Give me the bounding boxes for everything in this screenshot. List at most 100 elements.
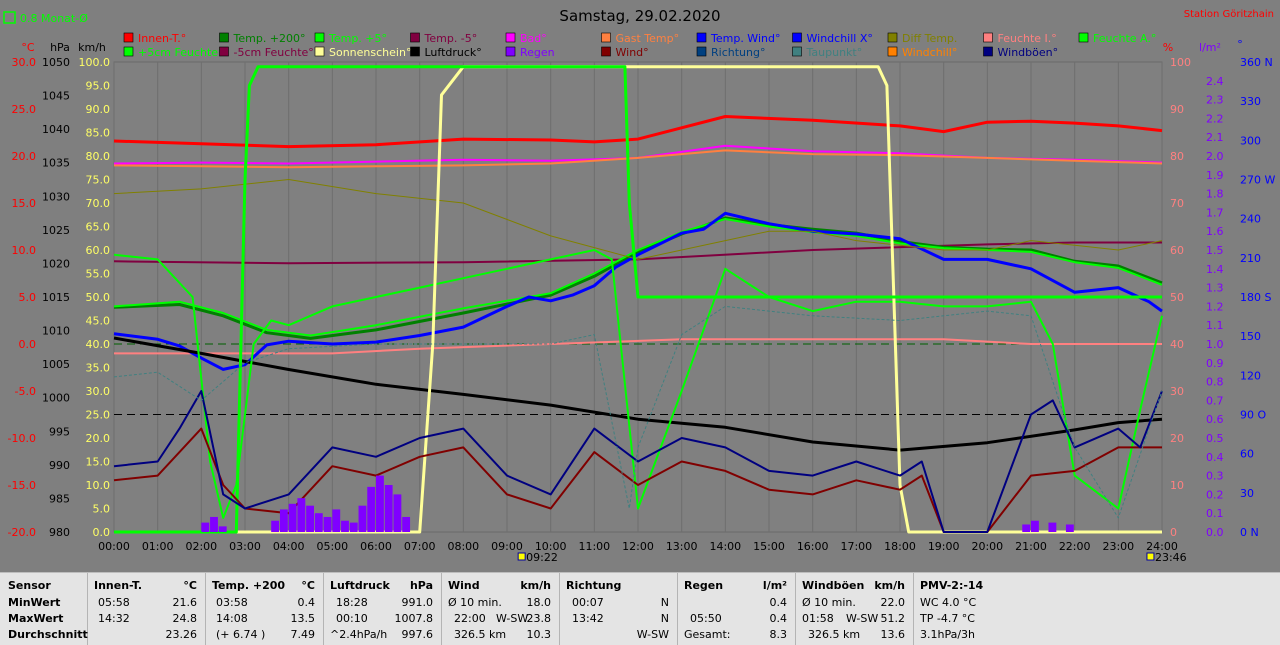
pressure-axis-tick: 1050 (42, 56, 70, 69)
wind-axis-tick: 80.0 (86, 150, 111, 163)
legend-label: Bad° (520, 32, 547, 45)
chart-title: Samstag, 29.02.2020 (559, 7, 720, 25)
x-axis-tick: 05:00 (316, 540, 348, 553)
rain-axis-tick: 0.7 (1206, 394, 1224, 407)
temp-axis-tick: 30.0 (12, 56, 37, 69)
x-axis-tick: 01:00 (142, 540, 174, 553)
x-axis-tick: 10:00 (535, 540, 567, 553)
luftdruck-max-value: 1007.8 (394, 612, 434, 625)
wind-max-direction: W-SW (496, 612, 529, 625)
legend-label: Sonnenschein° (329, 46, 411, 59)
regen-max-value: 0.4 (769, 612, 788, 625)
humidity-axis-tick: 0 (1170, 526, 1177, 539)
wind-axis-tick: 30.0 (86, 385, 111, 398)
footer-innen: Innen-T. °C 05:58 21.6 14:32 24.8 23.26 (88, 573, 206, 645)
windboen-max-time: 01:58 (802, 612, 834, 625)
richtung-min-value: N (660, 596, 669, 609)
luftdruck-trend: ^2.4hPa/h (330, 628, 388, 641)
sun-marker-label: 09:22 (526, 551, 558, 564)
legend-swatch (314, 32, 325, 43)
innen-min-time: 05:58 (98, 596, 130, 609)
direction-axis-tick: 300 (1240, 134, 1261, 147)
windboen-avg10-label: Ø 10 min. (802, 596, 856, 609)
pressure-axis-tick: 980 (49, 526, 70, 539)
legend-swatch (983, 32, 993, 43)
richtung-avg-value: W-SW (636, 628, 669, 641)
monthly-avg-icon[interactable] (3, 11, 16, 24)
legend-label: Innen-T.° (138, 32, 186, 45)
legend-label: Windböen° (998, 46, 1059, 59)
legend-swatch (601, 32, 611, 43)
series-taupunkt (113, 305, 1163, 519)
richtung-min-time: 00:07 (572, 596, 604, 609)
rain-bar (288, 503, 297, 532)
innen-avg-value: 23.26 (165, 628, 198, 641)
rain-bar (341, 520, 349, 532)
temp-axis-tick: 20.0 (12, 150, 37, 163)
footer-richtung-title: Richtung (566, 579, 622, 592)
x-axis-tick: 14:00 (709, 540, 741, 553)
rain-axis-tick: 2.0 (1206, 150, 1224, 163)
x-axis-tick: 09:00 (491, 540, 523, 553)
legend-label: Diff Temp. (902, 32, 957, 45)
wind-unit: km/h (78, 41, 106, 54)
humidity-axis-tick: 50 (1170, 291, 1184, 304)
footer-luftdruck-unit: hPa (409, 579, 433, 592)
wind-avg-value: 10.3 (526, 628, 552, 641)
pressure-axis-tick: 1005 (42, 358, 70, 371)
x-axis-tick: 21:00 (1015, 540, 1047, 553)
x-axis-tick: 17:00 (840, 540, 872, 553)
x-axis-tick: 08:00 (447, 540, 479, 553)
legend-label: Windchill° (902, 46, 957, 59)
wind-axis-tick: 40.0 (86, 338, 111, 351)
legend-label: Temp. -5° (424, 32, 478, 45)
rain-axis-tick: 1.5 (1206, 244, 1224, 257)
footer-innen-title: Innen-T. (94, 579, 143, 592)
rain-bar (306, 505, 314, 532)
legend-label: Temp. Wind° (710, 32, 780, 45)
x-axis-tick: 15:00 (753, 540, 785, 553)
legend-swatch (123, 46, 134, 57)
series-diff-temp (113, 179, 1163, 260)
rain-bar (358, 505, 367, 532)
statistics-footer: Sensor MinWert MaxWert Durchschnitt Inne… (0, 572, 1280, 645)
rain-axis-tick: 0.1 (1206, 507, 1224, 520)
monthly-avg-label[interactable]: 0.8 Monat-Ø (20, 12, 88, 25)
wind-axis-tick: 25.0 (86, 409, 111, 422)
x-axis-tick: 16:00 (797, 540, 829, 553)
footer-wind-unit: km/h (520, 579, 551, 592)
pressure-axis-tick: 1010 (42, 325, 70, 338)
wind-axis-tick: 20.0 (86, 432, 111, 445)
direction-axis-tick: 330 (1240, 95, 1261, 108)
rain-bar (314, 513, 323, 532)
direction-axis-tick: 270 W (1240, 174, 1275, 187)
legend-swatch (696, 32, 707, 43)
windboen-max-direction: W-SW (846, 612, 879, 625)
legend-swatch (887, 46, 898, 57)
x-axis-tick: 02:00 (185, 540, 217, 553)
footer-pmv: PMV-2:-14 WC 4.0 °C TP -4.7 °C 3.1hPa/3h (914, 573, 1000, 645)
pressure-unit: hPa (50, 41, 70, 54)
wind-axis-tick: 75.0 (86, 174, 111, 187)
temp200-max-value: 13.5 (290, 612, 316, 625)
pressure-axis-tick: 1045 (42, 90, 70, 103)
series-luftdruck (113, 336, 1163, 452)
x-axis-tick: 11:00 (578, 540, 610, 553)
footer-luftdruck-title: Luftdruck (330, 579, 390, 592)
humidity-axis-tick: 70 (1170, 197, 1184, 210)
x-axis-tick: 00:00 (98, 540, 130, 553)
footer-sensor-title: Sensor (8, 579, 51, 592)
windboen-avg10-value: 22.0 (880, 596, 906, 609)
wind-axis-tick: 55.0 (86, 268, 111, 281)
humidity-axis-tick: 40 (1170, 338, 1184, 351)
direction-axis-tick: 180 S (1240, 291, 1271, 304)
sun-marker-icon (1146, 552, 1155, 561)
rain-axis-tick: 0.3 (1206, 470, 1224, 483)
wind-axis-tick: 60.0 (86, 244, 111, 257)
wind-max-value: 23.8 (526, 612, 552, 625)
row-label-avg: Durchschnitt (8, 628, 88, 641)
direction-axis-tick: 150 (1240, 330, 1261, 343)
series-temp-5 (113, 241, 1162, 265)
direction-unit: ° (1237, 38, 1243, 51)
humidity-axis-tick: 30 (1170, 385, 1184, 398)
